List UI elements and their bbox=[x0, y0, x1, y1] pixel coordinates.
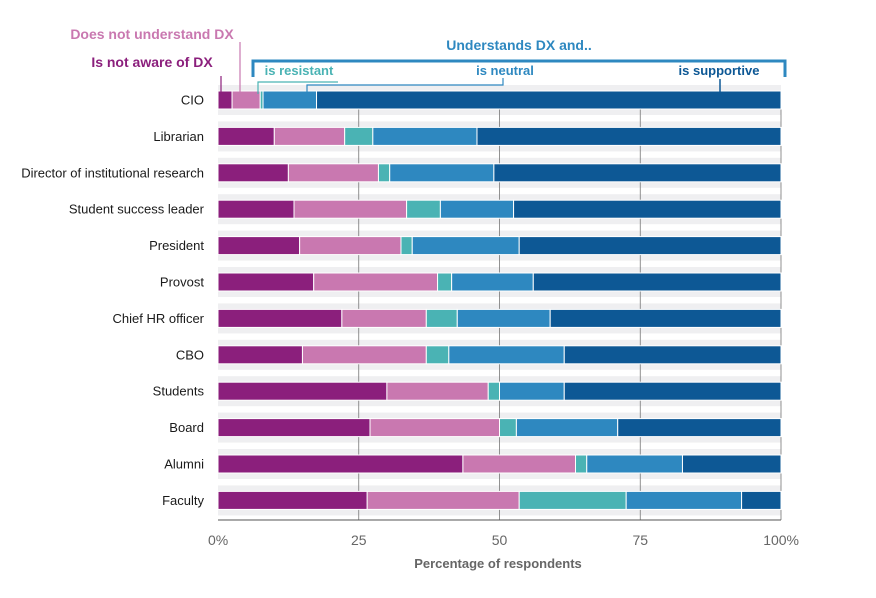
category-label: Board bbox=[169, 420, 204, 435]
bar-is-not-aware-of-dx bbox=[217, 199, 295, 219]
bar-does-not-understand-dx bbox=[299, 236, 402, 256]
bar-is-resistant bbox=[518, 490, 627, 510]
category-label: CBO bbox=[176, 347, 204, 362]
bar-is-neutral bbox=[515, 418, 619, 438]
category-label: Students bbox=[153, 384, 205, 399]
bar-is-resistant bbox=[487, 381, 500, 401]
leader-neutral bbox=[306, 78, 504, 94]
category-label: CIO bbox=[181, 93, 204, 108]
leader-resistant bbox=[257, 81, 338, 94]
bar-is-supportive bbox=[532, 272, 782, 292]
bar-does-not-understand-dx bbox=[341, 308, 427, 328]
bar-is-resistant bbox=[425, 308, 458, 328]
bar-is-supportive bbox=[741, 490, 782, 510]
bar-is-resistant bbox=[406, 199, 441, 219]
legend-label-not-aware: Is not aware of DX bbox=[91, 54, 213, 70]
bar-is-not-aware-of-dx bbox=[217, 308, 343, 328]
bar-is-resistant bbox=[425, 345, 450, 365]
x-tick-label: 0% bbox=[208, 532, 228, 548]
x-tick-label: 75 bbox=[632, 532, 648, 548]
legend-label-resistant: is resistant bbox=[265, 63, 334, 78]
bar-is-neutral bbox=[448, 345, 565, 365]
bar-is-supportive bbox=[563, 381, 782, 401]
x-tick-label: 50 bbox=[492, 532, 508, 548]
bar-does-not-understand-dx bbox=[366, 490, 520, 510]
x-tick-labels: 0% 25 50 75 100% bbox=[208, 532, 799, 548]
category-labels: CIO Librarian Director of institutional re… bbox=[21, 93, 204, 508]
bar-does-not-understand-dx bbox=[273, 126, 346, 146]
bar-is-supportive bbox=[681, 454, 782, 474]
bar-is-neutral bbox=[262, 90, 318, 110]
bar-does-not-understand-dx bbox=[369, 418, 501, 438]
bar-does-not-understand-dx bbox=[386, 381, 489, 401]
bar-does-not-understand-dx bbox=[293, 199, 408, 219]
bar-is-not-aware-of-dx bbox=[217, 163, 289, 183]
legend-label-not-understand: Does not understand DX bbox=[70, 26, 234, 42]
bar-is-resistant bbox=[437, 272, 453, 292]
legend-label-neutral: is neutral bbox=[476, 63, 534, 78]
bar-is-supportive bbox=[493, 163, 782, 183]
bar-is-not-aware-of-dx bbox=[217, 236, 301, 256]
bar-does-not-understand-dx bbox=[231, 90, 261, 110]
bar-is-not-aware-of-dx bbox=[217, 90, 233, 110]
bar-is-not-aware-of-dx bbox=[217, 272, 315, 292]
bar-is-neutral bbox=[456, 308, 551, 328]
bar-is-resistant bbox=[344, 126, 374, 146]
bar-is-supportive bbox=[518, 236, 782, 256]
bar-is-neutral bbox=[499, 381, 565, 401]
bar-is-not-aware-of-dx bbox=[217, 490, 368, 510]
x-tick-label: 25 bbox=[351, 532, 367, 548]
bar-does-not-understand-dx bbox=[287, 163, 379, 183]
category-label: Alumni bbox=[164, 457, 204, 472]
category-label: Faculty bbox=[162, 493, 204, 508]
legend-bracket bbox=[251, 59, 787, 77]
legend-title: Understands DX and.. bbox=[446, 37, 591, 53]
category-label: Director of institutional research bbox=[21, 165, 204, 180]
bar-is-resistant bbox=[377, 163, 391, 183]
x-tick-label: 100% bbox=[763, 532, 799, 548]
category-label: Student success leader bbox=[69, 202, 205, 217]
legend-label-supportive: is supportive bbox=[679, 63, 760, 78]
bar-does-not-understand-dx bbox=[301, 345, 427, 365]
bar-is-not-aware-of-dx bbox=[217, 126, 275, 146]
bar-is-not-aware-of-dx bbox=[217, 454, 464, 474]
bar-is-neutral bbox=[586, 454, 683, 474]
bar-is-resistant bbox=[400, 236, 413, 256]
category-label: Chief HR officer bbox=[112, 311, 204, 326]
bar-is-neutral bbox=[389, 163, 495, 183]
bar-does-not-understand-dx bbox=[313, 272, 439, 292]
bar-is-supportive bbox=[617, 418, 782, 438]
bar-is-neutral bbox=[625, 490, 743, 510]
bar-is-resistant bbox=[499, 418, 517, 438]
bar-is-neutral bbox=[439, 199, 515, 219]
bar-is-supportive bbox=[563, 345, 782, 365]
bar-is-neutral bbox=[372, 126, 478, 146]
bar-is-resistant bbox=[575, 454, 588, 474]
bar-is-supportive bbox=[549, 308, 782, 328]
bar-is-neutral bbox=[451, 272, 534, 292]
x-axis-title: Percentage of respondents bbox=[414, 556, 582, 571]
bar-is-neutral bbox=[411, 236, 520, 256]
bar-is-not-aware-of-dx bbox=[217, 345, 303, 365]
bar-is-not-aware-of-dx bbox=[217, 381, 388, 401]
bar-is-supportive bbox=[476, 126, 782, 146]
bar-is-not-aware-of-dx bbox=[217, 418, 371, 438]
bar-is-supportive bbox=[513, 199, 782, 219]
bar-is-supportive bbox=[316, 90, 782, 110]
bars bbox=[217, 90, 782, 510]
bar-does-not-understand-dx bbox=[462, 454, 577, 474]
legend: Does not understand DX Is not aware of D… bbox=[70, 26, 787, 94]
category-label: Librarian bbox=[153, 129, 204, 144]
category-label: Provost bbox=[160, 275, 204, 290]
category-label: President bbox=[149, 238, 204, 253]
